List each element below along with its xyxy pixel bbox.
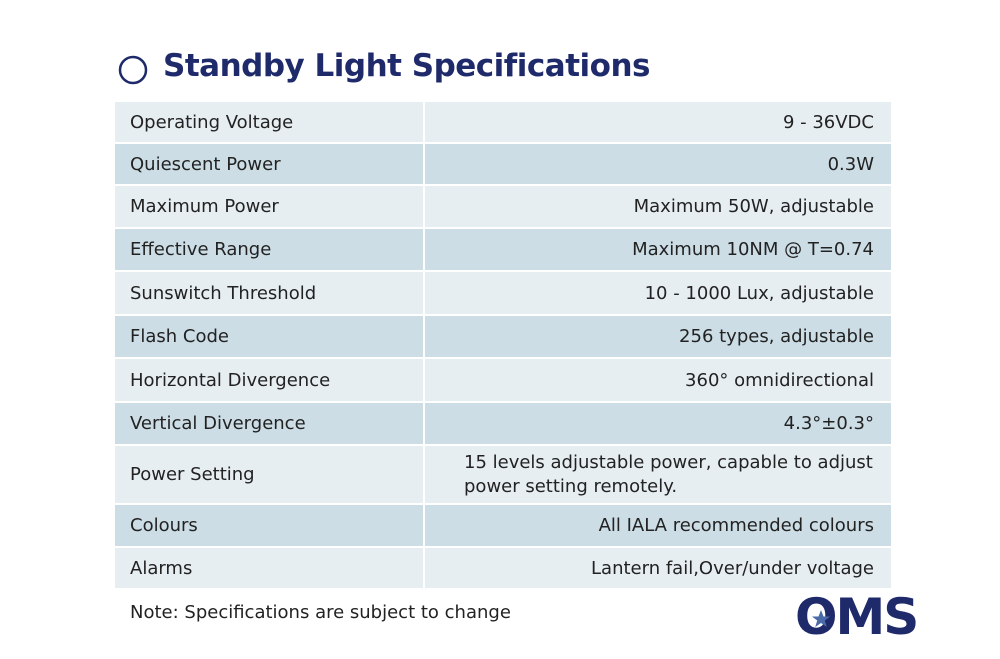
spec-value-text: Maximum 10NM @ T=0.74 (632, 239, 874, 260)
spec-value: 0.3W (425, 144, 891, 184)
table-row: Sunswitch Threshold 10 - 1000 Lux, adjust… (115, 272, 891, 316)
table-row: Maximum Power Maximum 50W, adjustable (115, 186, 891, 229)
spec-value-text: All IALA recommended colours (598, 515, 874, 536)
spec-value-text: 360° omnidirectional (685, 369, 874, 391)
spec-label-text: Effective Range (130, 239, 272, 260)
spec-value: All IALA recommended colours (425, 505, 891, 546)
spec-value-text: 0.3W (827, 153, 874, 175)
spec-value-text: 4.3°±0.3° (783, 413, 874, 434)
spec-value: 9 - 36VDC (425, 102, 891, 142)
spec-label: Maximum Power (115, 186, 425, 227)
logo-star (812, 610, 830, 627)
spec-label: Operating Voltage (115, 102, 425, 142)
spec-value-text: 15 levels adjustable power, capable to a… (464, 451, 873, 497)
table-row: Horizontal Divergence 360° omnidirectiona… (115, 359, 891, 403)
spec-label: Quiescent Power (115, 144, 425, 184)
spec-label-text: Flash Code (130, 326, 229, 347)
spec-label-text: Power Setting (130, 464, 255, 485)
spec-value: 10 - 1000 Lux, adjustable (425, 272, 891, 314)
spec-label-text: Alarms (130, 557, 193, 579)
spec-label: Colours (115, 505, 425, 546)
spec-label: Vertical Divergence (115, 403, 425, 444)
table-row: Colours All IALA recommended colours (115, 505, 891, 548)
spec-label-text: Colours (130, 515, 198, 536)
spec-label-text: Sunswitch Threshold (130, 282, 317, 304)
spec-value: Maximum 10NM @ T=0.74 (425, 229, 891, 270)
spec-value: 4.3°±0.3° (425, 403, 891, 444)
note: Note: Specifications are subject to chan… (130, 602, 511, 623)
table-row: Quiescent Power 0.3W (115, 144, 891, 186)
spec-value-text: Maximum 50W, adjustable (633, 196, 874, 217)
spec-label: Effective Range (115, 229, 425, 270)
title: Standby Light Specifications (163, 48, 650, 84)
spec-table: Operating Voltage 9 - 36VDC Quiescent Powe… (115, 102, 891, 590)
spec-label: Alarms (115, 548, 425, 588)
table-row: Vertical Divergence 4.3°±0.3° (115, 403, 891, 446)
spec-value: Lantern fail,Over/under voltage (425, 548, 891, 588)
spec-value-text: Lantern fail,Over/under voltage (591, 557, 874, 579)
spec-value-text: 10 - 1000 Lux, adjustable (644, 282, 874, 304)
spec-label-text: Operating Voltage (130, 111, 294, 133)
spec-value: 15 levels adjustable power, capable to a… (425, 446, 891, 503)
spec-label: Horizontal Divergence (115, 359, 425, 401)
spec-label: Sunswitch Threshold (115, 272, 425, 314)
spec-label-text: Horizontal Divergence (130, 369, 331, 391)
spec-label-text: Quiescent Power (130, 153, 281, 175)
spec-value-text: 9 - 36VDC (782, 111, 874, 133)
table-row: Operating Voltage 9 - 36VDC (115, 102, 891, 144)
spec-label: Power Setting (115, 446, 425, 503)
table-row: Power Setting 15 levels adjustable power,… (115, 446, 891, 505)
spec-label-text: Vertical Divergence (130, 413, 306, 434)
title-icon (118, 55, 148, 85)
spec-value: 256 types, adjustable (425, 316, 891, 357)
table-row: Flash Code 256 types, adjustable (115, 316, 891, 359)
table-row: Effective Range Maximum 10NM @ T=0.74 (115, 229, 891, 272)
spec-label: Flash Code (115, 316, 425, 357)
table-row: Alarms Lantern fail,Over/under voltage (115, 548, 891, 590)
spec-label-text: Maximum Power (130, 196, 279, 217)
spec-value: Maximum 50W, adjustable (425, 186, 891, 227)
spec-value-text: 256 types, adjustable (679, 326, 874, 347)
spec-value: 360° omnidirectional (425, 359, 891, 401)
